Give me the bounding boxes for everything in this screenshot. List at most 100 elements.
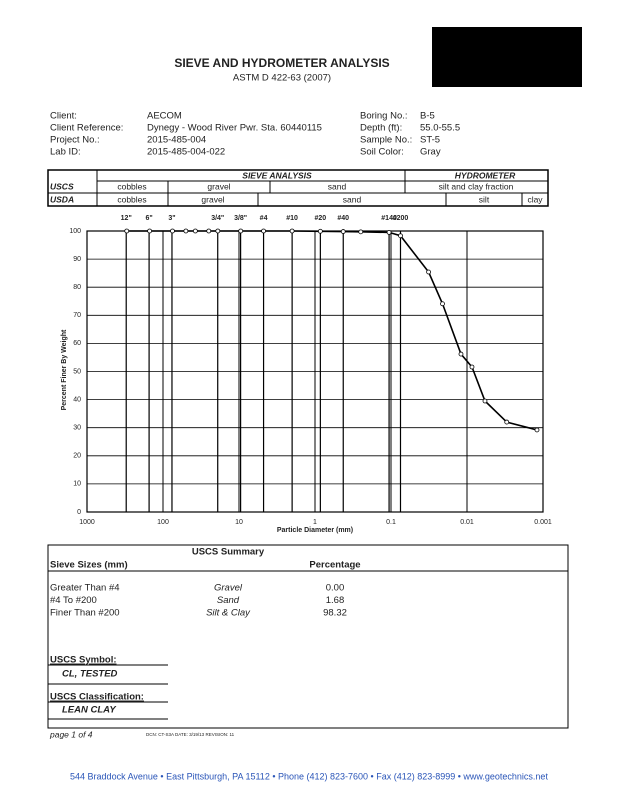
data-point bbox=[192, 228, 198, 234]
y-tick-label: 50 bbox=[73, 368, 81, 375]
summary: USCS Summary Sieve Sizes (mm) Percentage… bbox=[47, 544, 569, 729]
info-label: Boring No.: bbox=[360, 111, 408, 122]
summary-header: Sieve Sizes (mm) bbox=[50, 560, 128, 571]
symbol: CL, TESTED bbox=[62, 669, 118, 680]
info-label: Client Reference: bbox=[50, 123, 123, 134]
info-value: AECOM bbox=[147, 111, 182, 122]
symbol-label: USCS Symbol: bbox=[50, 655, 117, 666]
y-tick-label: 0 bbox=[77, 509, 81, 516]
sieve-label: #200 bbox=[393, 215, 409, 222]
y-axis-label: Percent Finer By Weight bbox=[61, 329, 68, 410]
sieve-label: 12" bbox=[121, 215, 132, 222]
data-point bbox=[215, 228, 221, 234]
classification-band: SIEVE ANALYSIS HYDROMETER USCS USDA cobb… bbox=[47, 169, 549, 207]
y-tick-label: 90 bbox=[73, 256, 81, 263]
data-point bbox=[398, 233, 403, 239]
y-tick-label: 40 bbox=[73, 396, 81, 403]
data-point bbox=[317, 228, 323, 234]
address: 544 Braddock Avenue • East Pittsburgh, P… bbox=[70, 771, 548, 781]
y-tick-label: 30 bbox=[73, 425, 81, 432]
chart: 0 10 20 30 40 50 60 70 80 90 100 1000 100 10 1 0.1 0.01 0… bbox=[69, 215, 552, 526]
x-tick-label: 1 bbox=[313, 519, 317, 526]
data-point bbox=[358, 229, 364, 235]
band-cell: cobbles bbox=[117, 181, 146, 191]
info-value: 2015-485-004 bbox=[147, 135, 206, 146]
summary-cell: #4 To #200 bbox=[50, 595, 97, 606]
data-point bbox=[426, 269, 432, 275]
band-cell: cobbles bbox=[117, 194, 146, 204]
info-value: B-5 bbox=[420, 111, 435, 122]
summary-title: USCS Summary bbox=[192, 547, 265, 558]
data-point bbox=[289, 228, 295, 234]
summary-cell: 1.68 bbox=[326, 595, 345, 606]
x-tick-label: 0.001 bbox=[534, 519, 552, 526]
classification: LEAN CLAY bbox=[62, 705, 117, 716]
x-tick-label: 100 bbox=[157, 519, 169, 526]
info-value: 55.0-55.5 bbox=[420, 123, 460, 134]
info-label: Lab ID: bbox=[50, 147, 81, 158]
data-point bbox=[261, 228, 266, 234]
info-value: Dynegy - Wood River Pwr. Sta. 60440115 bbox=[147, 123, 322, 134]
info-label: Project No.: bbox=[50, 135, 100, 146]
page-number: page 1 of 4 bbox=[49, 729, 93, 739]
sieve-label: 3/4" bbox=[211, 215, 224, 222]
data-point bbox=[458, 351, 464, 357]
summary-cell: 98.32 bbox=[323, 608, 347, 619]
band-label: USCS bbox=[50, 181, 74, 191]
data-point bbox=[124, 228, 130, 234]
band-cell: clay bbox=[527, 194, 543, 204]
data-point bbox=[469, 364, 475, 370]
sieve-label: #140 bbox=[381, 215, 397, 222]
redaction bbox=[432, 27, 582, 87]
data-point bbox=[386, 230, 392, 235]
sieve-label: #10 bbox=[286, 215, 298, 222]
y-tick-label: 70 bbox=[73, 312, 81, 319]
sieve-label: #40 bbox=[337, 215, 349, 222]
sieve-label: 3/8" bbox=[234, 215, 247, 222]
data-point bbox=[183, 228, 189, 234]
y-tick-label: 20 bbox=[73, 453, 81, 460]
data-point bbox=[170, 228, 175, 234]
band-cell: sand bbox=[328, 181, 347, 191]
data-point bbox=[206, 228, 212, 234]
summary-header: Percentage bbox=[309, 560, 360, 571]
x-tick-label: 1000 bbox=[79, 519, 95, 526]
sieve-label: #4 bbox=[260, 215, 268, 222]
data-point bbox=[534, 427, 540, 433]
sieve-label: 6" bbox=[145, 215, 152, 222]
info-label: Sample No.: bbox=[360, 135, 412, 146]
band-cell: sand bbox=[343, 194, 362, 204]
doc-control: DCN: CT-S3A DATE: 3/19/13 REVISION: 11 bbox=[146, 732, 235, 737]
curve bbox=[126, 230, 538, 431]
band-cell: silt bbox=[479, 194, 490, 204]
data-point bbox=[440, 301, 445, 307]
data-point bbox=[340, 229, 346, 234]
info-value: ST-5 bbox=[420, 135, 440, 146]
x-axis-label: Particle Diameter (mm) bbox=[277, 527, 353, 534]
sieve-label: #20 bbox=[315, 215, 327, 222]
class-label: USCS Classification: bbox=[50, 692, 144, 703]
x-tick-label: 10 bbox=[235, 519, 243, 526]
y-tick-label: 100 bbox=[69, 228, 81, 235]
data-point bbox=[504, 419, 510, 425]
summary-cell: Sand bbox=[217, 595, 240, 606]
summary-rows: Greater Than #4 Gravel 0.00 #4 To #200 Sand 1… bbox=[50, 583, 347, 619]
band-header: HYDROMETER bbox=[455, 170, 516, 180]
y-tick-label: 10 bbox=[73, 481, 81, 488]
sieve-label: 3" bbox=[168, 215, 175, 222]
band-cell: gravel bbox=[207, 181, 230, 191]
band-label: USDA bbox=[50, 194, 74, 204]
info-label: Depth (ft): bbox=[360, 123, 402, 134]
data-point bbox=[482, 398, 488, 404]
y-tick-label: 80 bbox=[73, 284, 81, 291]
summary-cell: 0.00 bbox=[326, 583, 345, 594]
subtitle: ASTM D 422-63 (2007) bbox=[233, 73, 331, 84]
summary-cell: Greater Than #4 bbox=[50, 583, 120, 594]
band-cell: gravel bbox=[201, 194, 224, 204]
summary-cell: Gravel bbox=[214, 583, 243, 594]
info-value: 2015-485-004-022 bbox=[147, 147, 225, 158]
summary-cell: Silt & Clay bbox=[206, 608, 251, 619]
summary-cell: Finer Than #200 bbox=[50, 608, 120, 619]
band-cell: silt and clay fraction bbox=[439, 181, 514, 191]
